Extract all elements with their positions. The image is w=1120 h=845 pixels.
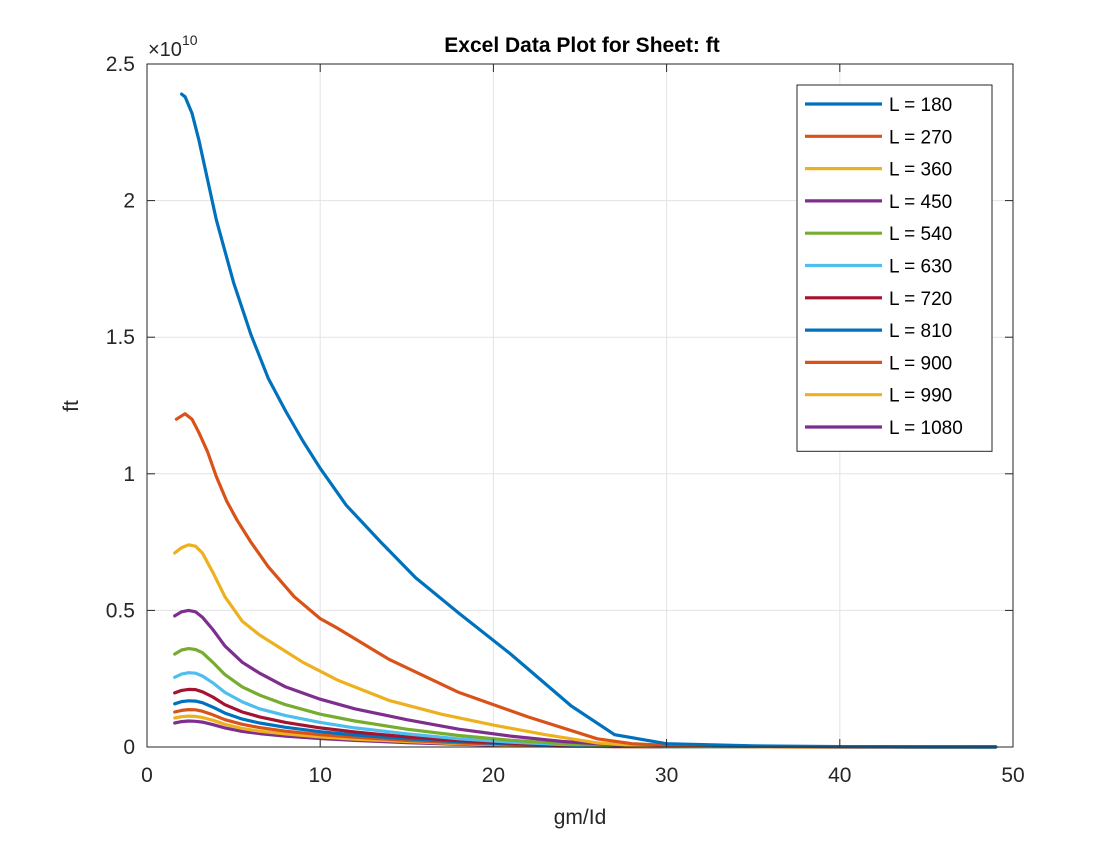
x-tick-label: 30: [655, 764, 678, 787]
y-tick-label: 1.5: [106, 326, 135, 349]
legend-label: L = 810: [889, 321, 952, 342]
legend-label: L = 1080: [889, 418, 963, 439]
x-tick-label: 40: [828, 764, 851, 787]
y-tick-label: 2: [123, 190, 135, 213]
legend-label: L = 450: [889, 192, 952, 213]
y-tick-label: 0: [123, 736, 135, 759]
x-tick-label: 10: [309, 764, 332, 787]
x-axis-label: gm/Id: [554, 806, 607, 829]
legend-label: L = 990: [889, 386, 952, 407]
legend-label: L = 270: [889, 127, 952, 148]
legend: L = 180 L = 270 L = 360 L = 450 L = 540 L = 6…: [796, 84, 993, 452]
legend-box: [796, 84, 993, 452]
y-exponent-label: ×1010: [148, 32, 198, 61]
y-tick-label: 2.5: [106, 53, 135, 76]
series-line: [180, 92, 998, 749]
y-axis-label: ft: [60, 400, 83, 412]
chart-title: Excel Data Plot for Sheet: ft: [444, 34, 719, 57]
legend-label: L = 180: [889, 95, 952, 116]
axis-ticks: 0 10 20 30 40 50 0 0.5 1 1.5 2 2.5: [106, 53, 1025, 787]
x-tick-label: 0: [141, 764, 153, 787]
x-tick-label: 20: [482, 764, 505, 787]
y-tick-label: 0.5: [106, 599, 135, 622]
legend-label: L = 900: [889, 353, 952, 374]
axes-frame: [146, 63, 1014, 748]
legend-label: L = 540: [889, 224, 952, 245]
legend-label: L = 630: [889, 257, 952, 278]
y-exponent-base: ×10: [148, 39, 182, 61]
y-exponent-power: 10: [182, 32, 198, 48]
y-tick-label: 1: [123, 463, 135, 486]
legend-label: L = 720: [889, 289, 952, 310]
legend-label: L = 360: [889, 160, 952, 181]
x-tick-label: 50: [1001, 764, 1024, 787]
